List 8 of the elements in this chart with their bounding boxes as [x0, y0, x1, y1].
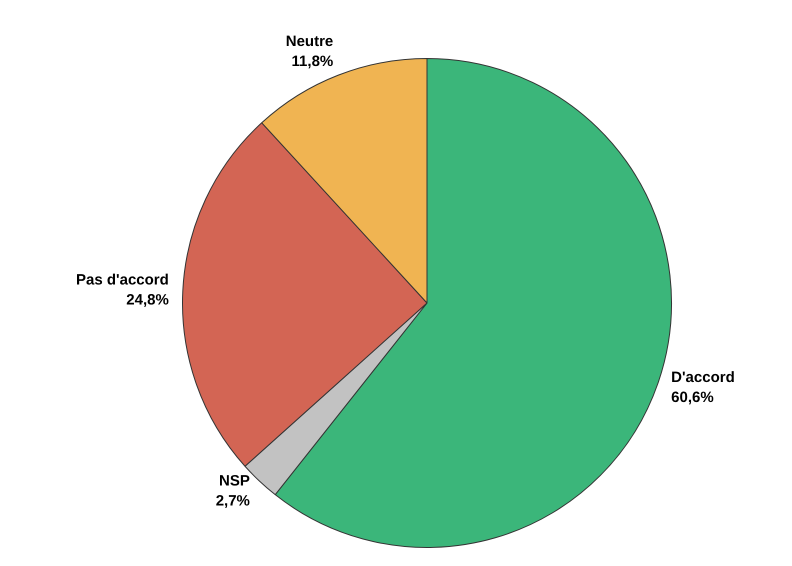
slice-label: NSP [219, 472, 250, 490]
data-label: 24,8% [126, 292, 169, 309]
slice-label: Neutre [286, 33, 334, 50]
data-label: 11,8% [292, 53, 334, 70]
slice-label: D'accord [671, 369, 735, 386]
data-label: 60,6% [671, 389, 714, 406]
data-label: 2,7% [216, 492, 250, 510]
slice-label: Pas d'accord [76, 272, 169, 289]
